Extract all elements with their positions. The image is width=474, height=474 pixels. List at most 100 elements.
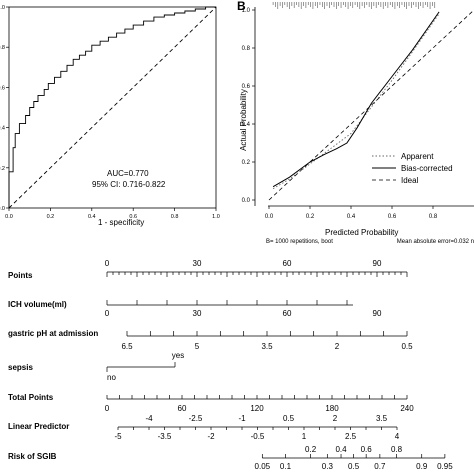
roc-y-tick-label: 0.4 bbox=[0, 126, 5, 132]
total-points-tick-label: 180 bbox=[325, 404, 339, 413]
calibration-x-tick-label: 0.6 bbox=[388, 214, 397, 220]
legend-label-apparent: Apparent bbox=[401, 152, 434, 161]
linear-predictor-tick-label: 2.5 bbox=[345, 432, 357, 441]
calibration-y-tick-label: 0.0 bbox=[242, 198, 251, 204]
linear-predictor-tick-label: 1 bbox=[302, 432, 307, 441]
ideal-line bbox=[268, 9, 474, 201]
roc-y-tick-label: 0.2 bbox=[0, 166, 5, 172]
panel-b-letter: B bbox=[237, 0, 246, 13]
calibration-y-axis-label: Actual Probability bbox=[239, 89, 248, 151]
points-tick-label: 60 bbox=[283, 259, 292, 268]
risk-tick-label: 0.05 bbox=[255, 462, 271, 471]
calibration-axis-ticks: 0.0 0.2 0.4 0.6 0.8 0.0 0.2 0.4 0.6 0.8 1.0 bbox=[242, 8, 438, 220]
points-tick-label: 0 bbox=[105, 259, 110, 268]
calibration-y-tick-label: 0.2 bbox=[242, 160, 251, 166]
nomogram-label-sepsis: sepsis bbox=[8, 363, 33, 372]
nomogram-panel: Points ICH volume(ml) gastric pH at admi… bbox=[8, 259, 453, 471]
ich-volume-tick-label: 30 bbox=[193, 309, 202, 318]
linear-predictor-tick-label: -2 bbox=[207, 432, 215, 441]
calibration-y-tick-label: 1.0 bbox=[242, 8, 251, 14]
roc-axis-ticks: 0.0 0.2 0.4 0.6 0.8 1.0 0.0 0.2 0.4 0.6 0.8 1.0 bbox=[0, 5, 220, 220]
roc-plot-frame bbox=[8, 6, 217, 209]
ich-volume-tick-label: 60 bbox=[283, 309, 292, 318]
roc-x-tick-label: 0.0 bbox=[5, 214, 13, 220]
roc-y-tick-label: 0.0 bbox=[0, 206, 5, 212]
roc-x-tick-label: 0.8 bbox=[171, 214, 179, 220]
linear-predictor-alt-tick-label: -2.5 bbox=[189, 414, 203, 423]
calibration-x-tick-label: 0.0 bbox=[265, 214, 274, 220]
nomogram-label-total-points: Total Points bbox=[8, 393, 54, 402]
calibration-x-axis-label: Predicted Probability bbox=[325, 228, 398, 237]
roc-x-axis-label: 1 - specificity bbox=[98, 218, 144, 227]
legend-label-bias-corrected: Bias-corrected bbox=[401, 164, 453, 173]
roc-reference-line bbox=[8, 6, 217, 209]
linear-predictor-tick-label: 4 bbox=[395, 432, 400, 441]
risk-alt-tick-label: 0.2 bbox=[305, 445, 317, 454]
calibration-y-tick-label: 0.6 bbox=[242, 84, 251, 90]
calibration-panel: B 0.0 0.2 0.4 0.6 0.8 0.0 0.2 0.4 0.6 0.8 1.0 Actu… bbox=[237, 0, 474, 245]
calibration-x-tick-label: 0.8 bbox=[429, 214, 438, 220]
calibration-footnote-left: B= 1000 repetitions, boot bbox=[266, 239, 333, 245]
roc-y-tick-label: 1.0 bbox=[0, 5, 5, 11]
roc-ci-annotation: 95% CI: 0.716-0.822 bbox=[92, 180, 166, 189]
sepsis-category-no: no bbox=[107, 373, 116, 382]
linear-predictor-alt-tick-label: -1 bbox=[238, 414, 246, 423]
gastric-ph-tick-label: 5 bbox=[195, 342, 200, 351]
legend-label-ideal: Ideal bbox=[401, 176, 419, 185]
risk-tick-label: 0.3 bbox=[322, 462, 334, 471]
roc-x-tick-label: 1.0 bbox=[212, 214, 220, 220]
points-tick-label: 90 bbox=[373, 259, 382, 268]
gastric-ph-tick-label: 3.5 bbox=[261, 342, 273, 351]
roc-y-tick-label: 0.6 bbox=[0, 85, 5, 91]
nomogram-label-linear-predictor: Linear Predictor bbox=[8, 422, 69, 431]
nomogram-label-ich-volume: ICH volume(ml) bbox=[8, 300, 67, 309]
nomogram-label-gastric-ph: gastric pH at admission bbox=[8, 329, 98, 338]
linear-predictor-tick-label: -5 bbox=[114, 432, 122, 441]
gastric-ph-tick-label: 0.5 bbox=[401, 342, 413, 351]
calibration-y-tick-label: 0.8 bbox=[242, 46, 251, 52]
calibration-x-tick-label: 0.2 bbox=[306, 214, 315, 220]
apparent-line bbox=[272, 13, 440, 189]
points-tick-label: 30 bbox=[193, 259, 202, 268]
linear-predictor-tick-label: -3.5 bbox=[158, 432, 172, 441]
risk-tick-label: 0.95 bbox=[437, 462, 453, 471]
total-points-tick-label: 120 bbox=[250, 404, 264, 413]
ich-volume-tick-label: 90 bbox=[373, 309, 382, 318]
risk-alt-tick-label: 0.6 bbox=[361, 445, 373, 454]
roc-x-tick-label: 0.2 bbox=[47, 214, 55, 220]
linear-predictor-alt-tick-label: 3.5 bbox=[376, 414, 388, 423]
total-points-tick-label: 240 bbox=[400, 404, 414, 413]
risk-alt-tick-label: 0.8 bbox=[391, 445, 403, 454]
roc-x-tick-label: 0.6 bbox=[129, 214, 137, 220]
roc-y-tick-label: 0.8 bbox=[0, 45, 5, 51]
roc-curve bbox=[8, 6, 216, 208]
risk-tick-label: 0.9 bbox=[416, 462, 428, 471]
ich-volume-tick-label: 0 bbox=[105, 309, 110, 318]
risk-tick-label: 0.5 bbox=[348, 462, 360, 471]
linear-predictor-alt-tick-label: 0.5 bbox=[283, 414, 295, 423]
risk-tick-label: 0.1 bbox=[280, 462, 292, 471]
roc-panel: 0.0 0.2 0.4 0.6 0.8 1.0 0.0 0.2 0.4 0.6 0.8 1.0 AUC… bbox=[0, 5, 220, 227]
linear-predictor-tick-label: -0.5 bbox=[251, 432, 265, 441]
linear-predictor-alt-tick-label: 2 bbox=[333, 414, 338, 423]
risk-tick-label: 0.7 bbox=[374, 462, 386, 471]
total-points-tick-label: 0 bbox=[105, 404, 110, 413]
calibration-rug bbox=[272, 2, 436, 9]
calibration-x-tick-label: 0.4 bbox=[347, 214, 356, 220]
risk-alt-tick-label: 0.4 bbox=[335, 445, 347, 454]
calibration-legend: Apparent Bias-corrected Ideal bbox=[372, 152, 453, 185]
linear-predictor-alt-tick-label: -4 bbox=[145, 414, 153, 423]
sepsis-category-yes: yes bbox=[172, 351, 184, 360]
bias-corrected-line bbox=[272, 11, 440, 188]
nomogram-label-risk: Risk of SGIB bbox=[8, 452, 57, 461]
nomogram-label-points: Points bbox=[8, 271, 33, 280]
calibration-footnote-right: Mean absolute error=0.032 n bbox=[397, 239, 474, 245]
roc-auc-annotation: AUC=0.770 bbox=[107, 169, 149, 178]
roc-x-tick-label: 0.4 bbox=[88, 214, 96, 220]
gastric-ph-tick-label: 2 bbox=[335, 342, 340, 351]
gastric-ph-tick-label: 6.5 bbox=[121, 342, 133, 351]
total-points-tick-label: 60 bbox=[178, 404, 187, 413]
calibration-y-tick-label: 0.4 bbox=[242, 122, 251, 128]
